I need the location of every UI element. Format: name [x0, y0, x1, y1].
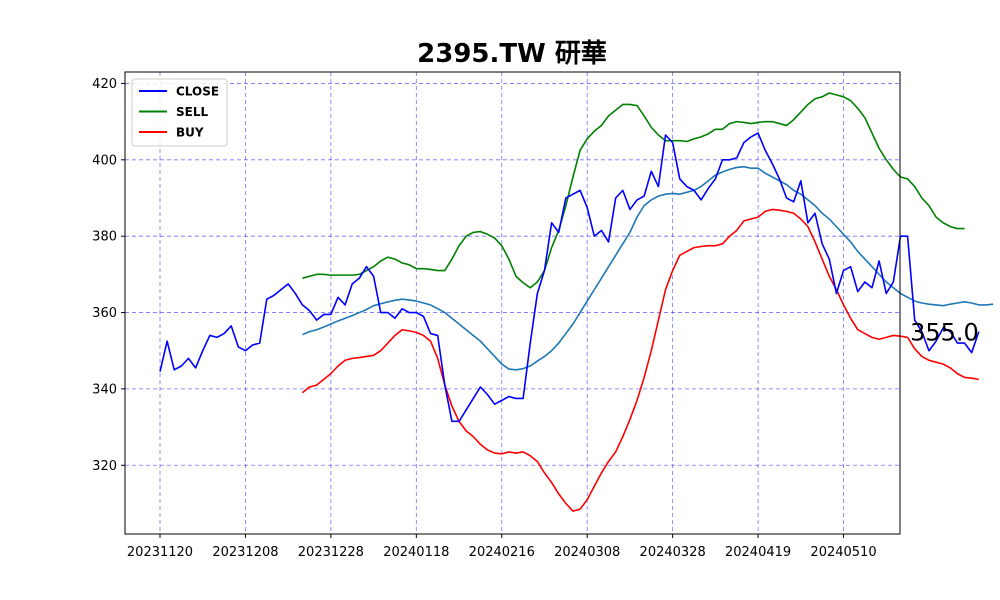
y-tick-label: 420 — [92, 77, 117, 92]
x-tick-label: 20231120 — [127, 545, 193, 560]
series-line-average — [302, 165, 994, 371]
last-value-label: 355.0 — [910, 319, 979, 347]
legend-label-sell: SELL — [176, 105, 208, 119]
x-tick-label: 20240419 — [725, 545, 791, 560]
axis-ticks: 320 340 360 380 400 420 20231120 20231208 202312… — [92, 77, 876, 560]
x-tick-label: 20240510 — [810, 545, 876, 560]
x-tick-label: 20240328 — [640, 545, 706, 560]
series-layer — [159, 92, 994, 512]
legend-label-close: CLOSE — [176, 85, 219, 99]
series-line-buy — [301, 208, 979, 512]
x-tick-label: 20240118 — [383, 545, 449, 560]
y-tick-label: 340 — [92, 382, 117, 397]
chart-title: 2395.TW 研華 — [417, 39, 607, 69]
plot-frame — [124, 71, 901, 535]
x-tick-label: 20240216 — [469, 545, 535, 560]
series-line-close — [159, 132, 980, 423]
series-line-sell — [302, 92, 965, 289]
y-tick-label: 400 — [92, 153, 117, 168]
y-tick-label: 380 — [92, 230, 117, 245]
legend: CLOSE SELL BUY — [131, 78, 228, 147]
grid — [125, 72, 900, 534]
legend-box — [131, 78, 228, 147]
y-tick-label: 360 — [92, 306, 117, 321]
y-tick-label: 320 — [92, 459, 117, 474]
x-tick-label: 20231228 — [298, 545, 364, 560]
legend-label-buy: BUY — [176, 126, 204, 140]
plot-area — [125, 72, 900, 534]
x-tick-label: 20231208 — [212, 545, 278, 560]
x-tick-label: 20240308 — [554, 545, 620, 560]
